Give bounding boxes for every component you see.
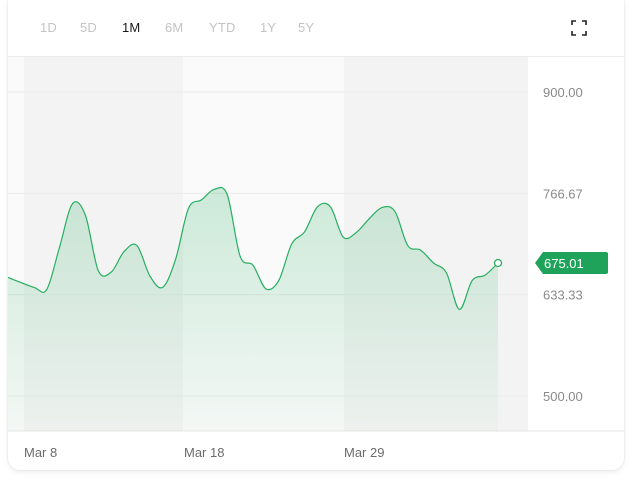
expand-button[interactable] (571, 20, 587, 36)
current-point[interactable] (493, 258, 503, 268)
y-tick-label: 633.33 (543, 288, 583, 303)
chart-card: 900.00 766.67 633.33 500.00 Mar 8 Mar 18 Mar 2… (8, 0, 624, 470)
range-tab-5d[interactable]: 5D (80, 20, 98, 35)
expand-icon (571, 20, 587, 36)
current-value-label: 675.01 (544, 256, 584, 271)
range-tab-1y[interactable]: 1Y (260, 20, 277, 35)
range-tab-1m[interactable]: 1M (122, 20, 141, 35)
range-tab-5y[interactable]: 5Y (298, 20, 315, 35)
x-tick-label: Mar 18 (184, 445, 224, 460)
y-tick-label: 766.67 (543, 186, 583, 201)
range-tab-6m[interactable]: 6M (165, 20, 184, 35)
price-chart[interactable]: 900.00 766.67 633.33 500.00 Mar 8 Mar 18 Mar 2… (8, 0, 624, 470)
y-tick-label: 900.00 (543, 85, 583, 100)
range-tab-ytd[interactable]: YTD (209, 20, 236, 35)
series-line (8, 186, 499, 310)
current-value-badge (535, 252, 608, 274)
header-divider (8, 56, 624, 57)
y-tick-label: 500.00 (543, 389, 583, 404)
series-area (8, 187, 498, 431)
range-tab-1d[interactable]: 1D (40, 20, 58, 35)
x-tick-label: Mar 8 (24, 445, 57, 460)
x-tick-label: Mar 29 (344, 445, 384, 460)
